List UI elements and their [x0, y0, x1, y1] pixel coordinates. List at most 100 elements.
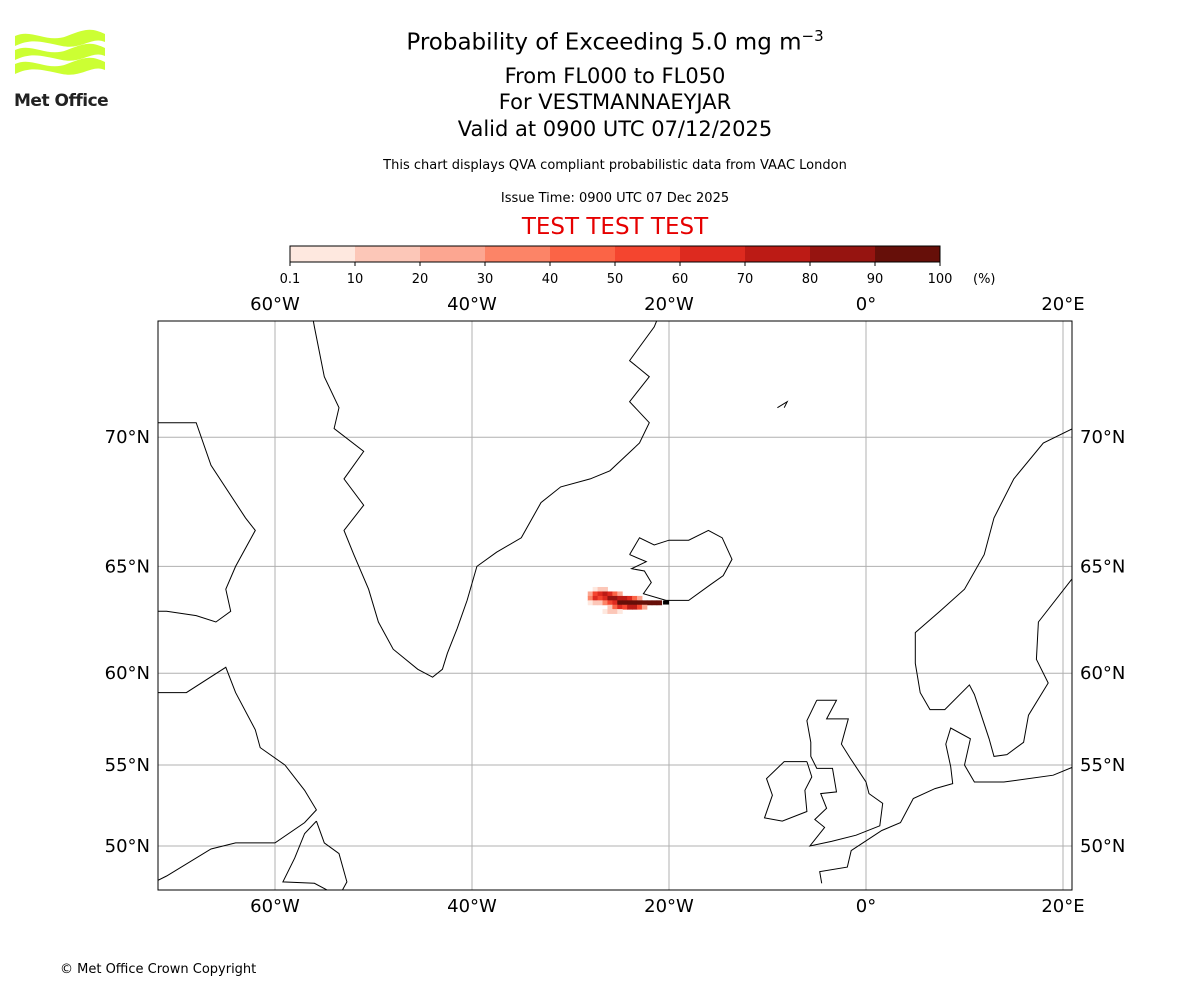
- wave-band: [15, 43, 105, 61]
- colorbar: 0.1 10 20 30 40 50 60 70 80 90 100 (%): [280, 245, 996, 287]
- plume-cell: [597, 586, 604, 592]
- plume-cell: [617, 591, 623, 597]
- lon-label-top: 20°W: [644, 294, 694, 315]
- plume-cell: [592, 600, 599, 606]
- issue-time: Issue Time: 0900 UTC 07 Dec 2025: [500, 191, 730, 206]
- plume-cell: [627, 595, 633, 601]
- coastline-newfoundland: [282, 820, 348, 890]
- lon-label-top: 40°W: [447, 294, 497, 315]
- plume-cell: [597, 591, 604, 597]
- wave-band: [15, 57, 105, 75]
- colorbar-segment: [420, 246, 485, 262]
- colorbar-segment: [550, 246, 615, 262]
- lat-label-left: 55°N: [105, 755, 150, 776]
- colorbar-segment: [355, 246, 420, 262]
- coastline-labrador: [158, 666, 318, 881]
- test-banner: TEST TEST TEST: [521, 214, 709, 240]
- colorbar-tick-label: 30: [477, 272, 494, 287]
- colorbar-segment: [485, 246, 550, 262]
- plume-cell: [617, 609, 623, 614]
- plume-cell: [607, 604, 613, 610]
- colorbar-tick-label: 10: [347, 272, 364, 287]
- coastline-gb: [806, 699, 884, 847]
- plume-cell: [607, 591, 613, 597]
- colorbar-segment: [875, 246, 940, 262]
- met-office-waves-icon: [15, 29, 105, 75]
- lat-label-left: 60°N: [105, 663, 150, 684]
- data-source-note: This chart displays QVA compliant probab…: [383, 158, 847, 173]
- coastline-cont: [819, 727, 1072, 884]
- subtitle-levels: From FL000 to FL050: [504, 64, 726, 88]
- lat-label-left: 70°N: [105, 427, 150, 448]
- plume-cell: [597, 600, 604, 606]
- ash-probability-plume: [587, 586, 663, 614]
- colorbar-tick-label: 0.1: [280, 272, 301, 287]
- lon-label-top: 60°W: [250, 294, 300, 315]
- lon-label-top: 20°E: [1041, 294, 1084, 315]
- colorbar-segment: [745, 246, 810, 262]
- plume-cell: [641, 604, 648, 610]
- lat-label-left: 65°N: [105, 556, 150, 577]
- plume-cell: [617, 600, 623, 606]
- axis-labels: 60°W 60°W 40°W 40°W 20°W 20°W 0° 0° 20°E 20°E 70°N…: [105, 294, 1126, 917]
- plume-cell: [656, 600, 663, 606]
- colorbar-tick-label: 20: [412, 272, 429, 287]
- plume-cell: [636, 595, 643, 601]
- plume-cell: [651, 600, 658, 606]
- wave-band: [15, 29, 105, 47]
- plume-cell: [612, 591, 618, 597]
- lon-label-bottom: 60°W: [250, 896, 300, 917]
- lon-label-bottom: 20°E: [1041, 896, 1084, 917]
- colorbar-tick-label: 100: [928, 272, 953, 287]
- colorbar-segment: [680, 246, 745, 262]
- plume-cell: [602, 586, 608, 592]
- plume-cell: [612, 600, 618, 606]
- graticule: [158, 321, 1072, 890]
- colorbar-tick-label: 80: [802, 272, 819, 287]
- lat-label-left: 50°N: [105, 836, 150, 857]
- colorbar-unit: (%): [973, 272, 996, 287]
- plume-cell: [617, 595, 623, 601]
- plume-cell: [632, 600, 638, 606]
- coastline-baffin: [158, 422, 256, 623]
- plume-cell: [622, 600, 628, 606]
- plume-cell: [612, 609, 618, 614]
- volcano-marker: [663, 600, 670, 605]
- plume-cell: [627, 604, 633, 610]
- plume-cell: [617, 604, 623, 610]
- title-text: Probability of Exceeding 5.0 mg m: [406, 29, 802, 56]
- title-superscript: −3: [801, 27, 824, 45]
- lon-label-bottom: 40°W: [447, 896, 497, 917]
- logo-text: Met Office: [14, 91, 109, 111]
- lat-label-right: 60°N: [1080, 663, 1125, 684]
- colorbar-segment: [290, 246, 355, 262]
- plume-cell: [597, 595, 604, 601]
- coastline-svalbardjan: [777, 400, 789, 409]
- plume-cell: [602, 609, 608, 614]
- plume-cell: [602, 591, 608, 597]
- subtitle-volcano: For VESTMANNAEYJAR: [498, 90, 732, 114]
- plume-cell: [607, 595, 613, 601]
- plume-cell: [612, 604, 618, 610]
- plume-cell: [646, 600, 653, 606]
- plume-cell: [592, 595, 599, 601]
- colorbar-tick-label: 40: [542, 272, 559, 287]
- plume-cell: [641, 600, 648, 606]
- plume-cell: [632, 595, 638, 601]
- copyright: © Met Office Crown Copyright: [60, 962, 257, 977]
- lon-label-top: 0°: [856, 294, 876, 315]
- plume-cell: [592, 591, 599, 597]
- plume-cell: [602, 595, 608, 601]
- plume-cell: [602, 600, 608, 606]
- colorbar-tick-label: 60: [672, 272, 689, 287]
- plume-cell: [587, 591, 594, 597]
- plume-cell: [587, 600, 594, 606]
- plume-cell: [636, 604, 643, 610]
- lat-label-right: 55°N: [1080, 755, 1125, 776]
- plume-cell: [607, 609, 613, 614]
- met-office-logo: [12, 28, 108, 94]
- coastline-iceland: [629, 529, 733, 601]
- coastlines: [158, 321, 1072, 890]
